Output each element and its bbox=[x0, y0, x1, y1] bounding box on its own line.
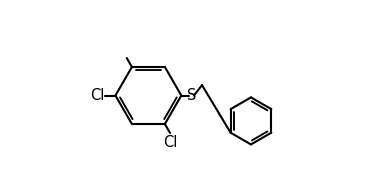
Text: Cl: Cl bbox=[163, 135, 177, 150]
Text: S: S bbox=[187, 88, 196, 103]
Text: Cl: Cl bbox=[90, 88, 104, 103]
